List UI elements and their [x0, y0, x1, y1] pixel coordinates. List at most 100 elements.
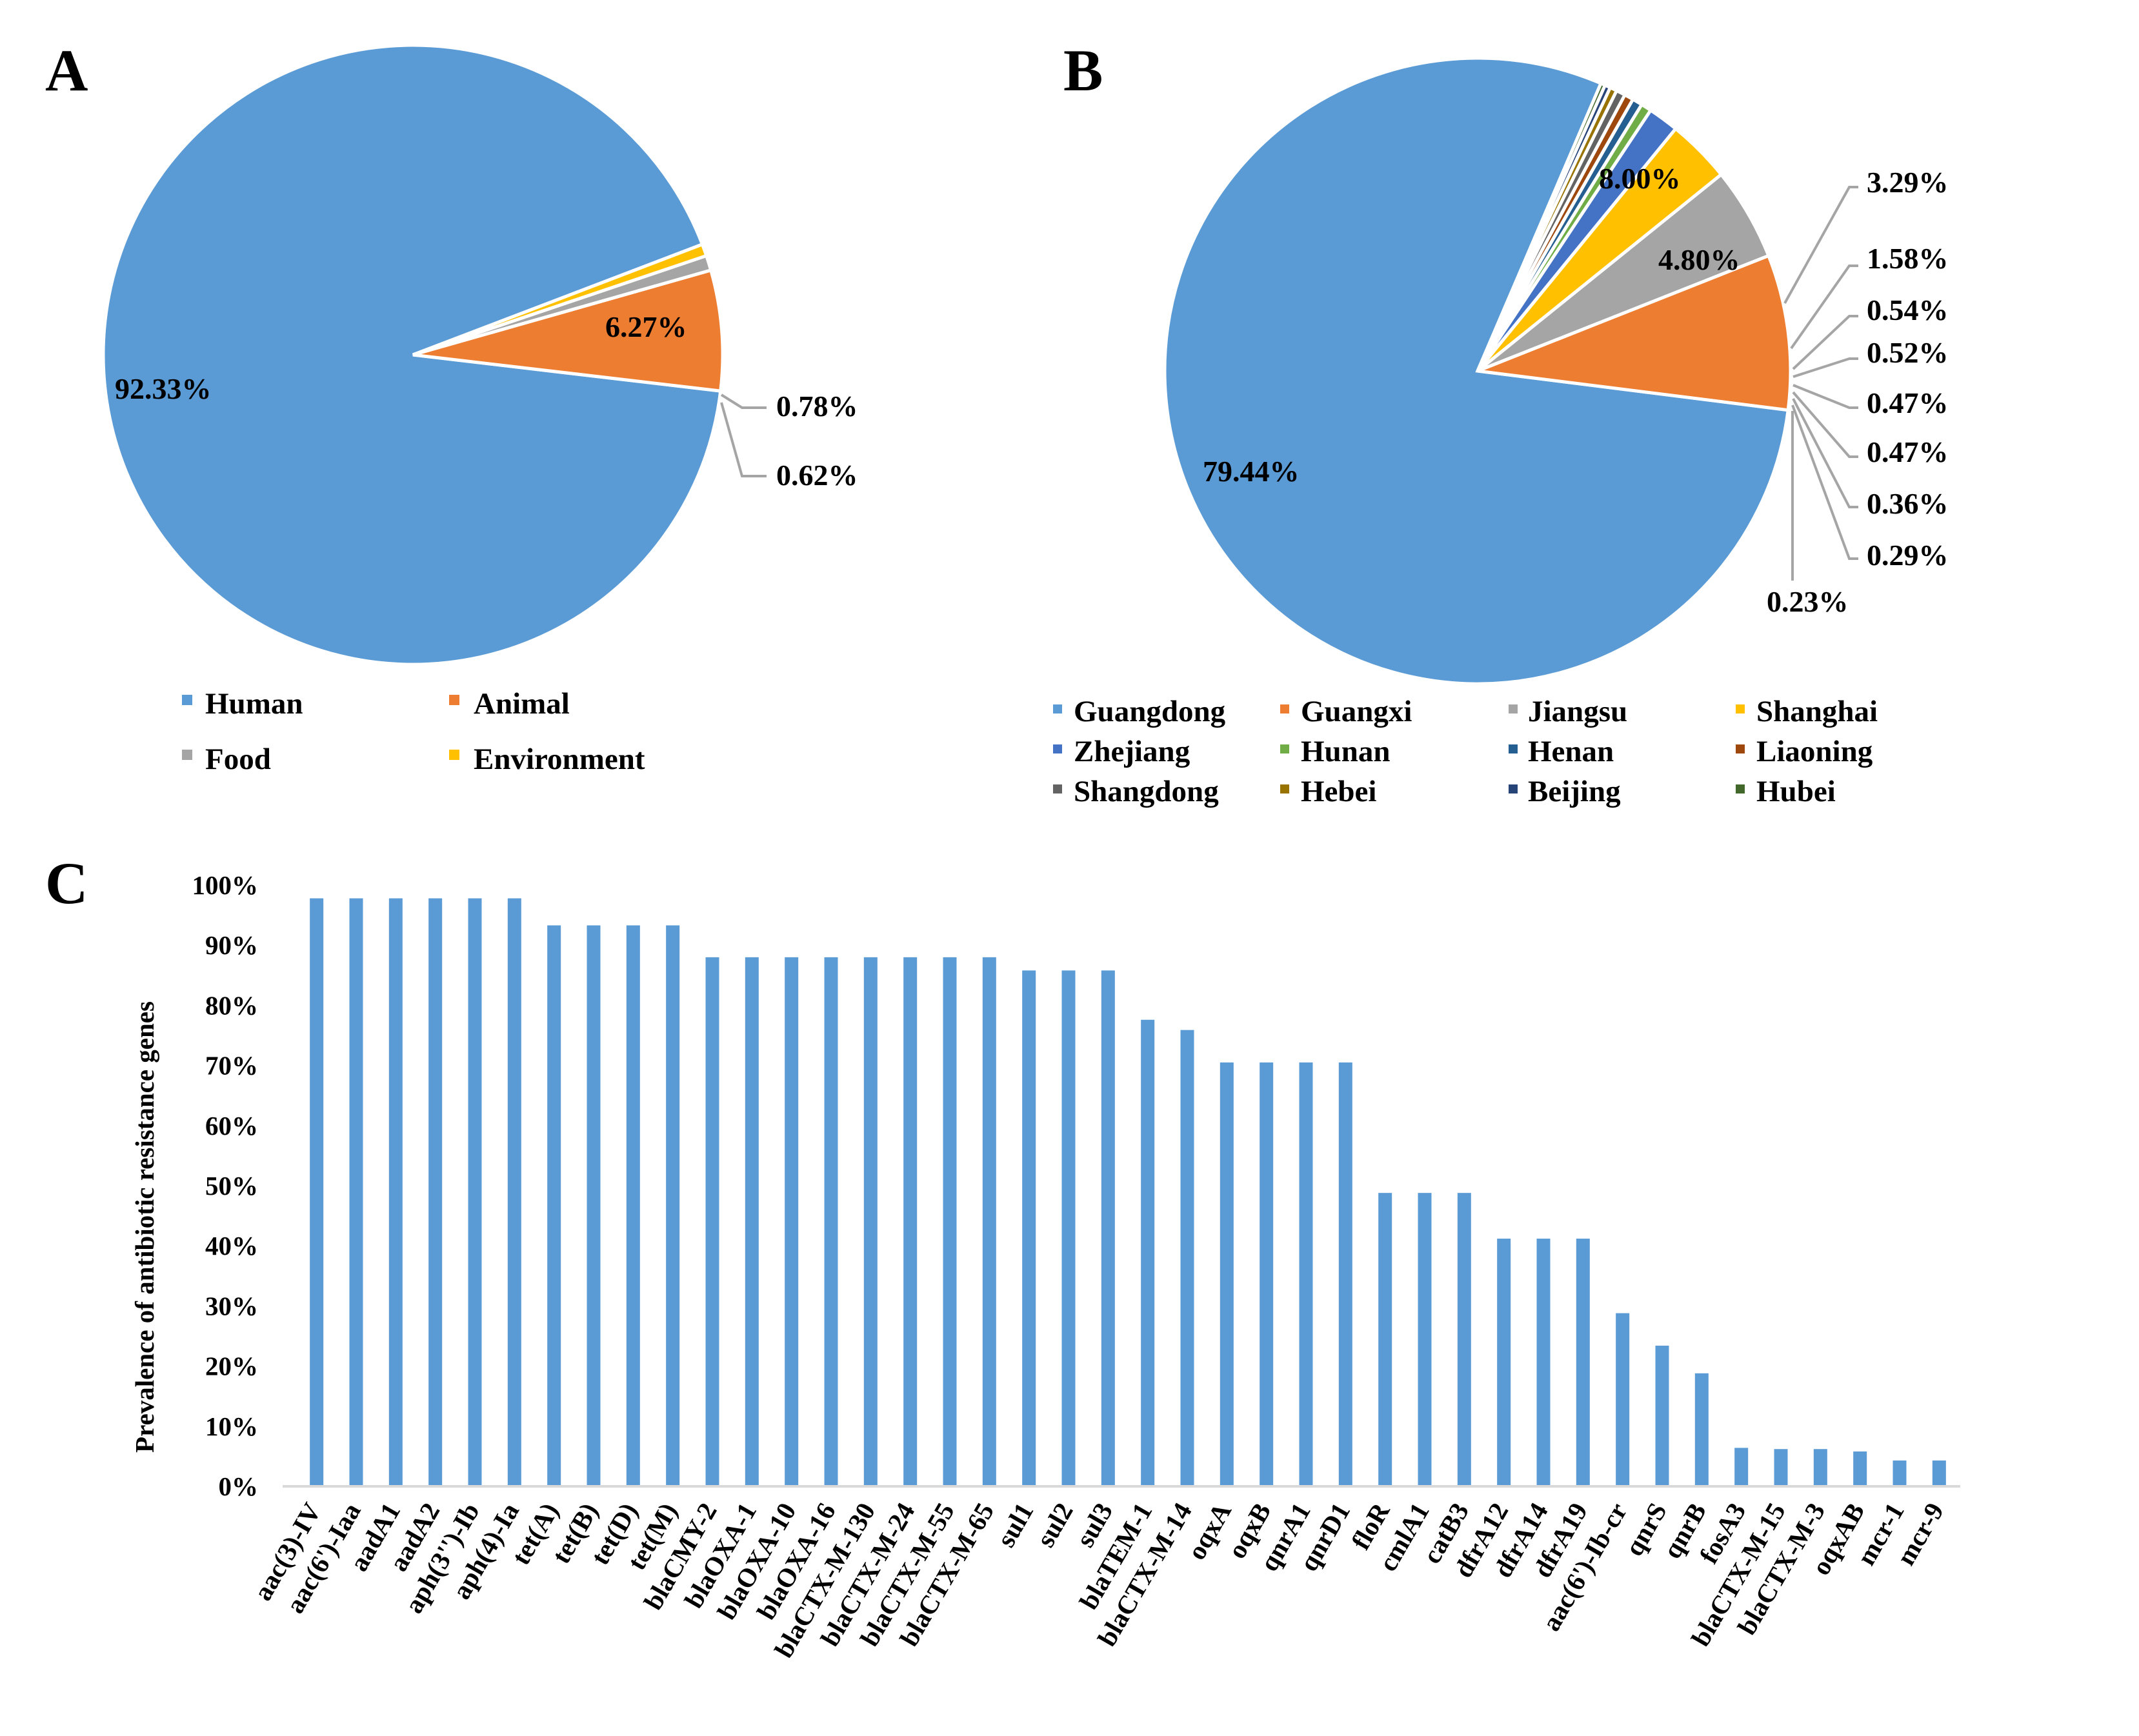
bar-aac-6-iaa: [349, 898, 363, 1486]
bars: [310, 898, 1946, 1486]
bar-blactx-m-14: [1180, 1030, 1194, 1486]
bar-dfra12: [1497, 1239, 1511, 1486]
pie-b-leader-lines: [1783, 186, 1858, 581]
pie-chart-b: 79.44% 8.00% 4.80% 3.29% 1.58% 0.54% 0.5…: [1053, 56, 1949, 808]
pie-b-slice-hubei: [1476, 81, 1607, 372]
legend-marker-shanghai: [1736, 704, 1745, 713]
pie-a-slice-animal: [412, 268, 725, 393]
pie-a-label-environment: 0.62%: [776, 459, 858, 492]
pie-b-label-jiangsu: 4.80%: [1658, 243, 1740, 276]
leader-line-environment: [720, 402, 767, 477]
bar-blactx-m-65: [982, 957, 996, 1486]
pie-a-label-animal: 6.27%: [605, 310, 687, 343]
legend-label-hubei: Hubei: [1756, 775, 1836, 808]
legend-marker-zhejiang: [1053, 744, 1062, 753]
bar-blactx-m-55: [943, 957, 957, 1486]
leader-line-henan: [1793, 357, 1858, 378]
bar-dfra14: [1536, 1239, 1551, 1486]
legend-label-human: Human: [205, 687, 303, 721]
bar-qnrb: [1694, 1373, 1709, 1486]
leader-line-zhejiang: [1790, 264, 1858, 350]
y-tick-label: 0%: [219, 1472, 259, 1501]
legend-label-beijing: Beijing: [1528, 775, 1621, 808]
legend-marker-hunan: [1280, 744, 1289, 753]
legend-marker-beijing: [1509, 784, 1518, 793]
legend-marker-henan: [1509, 744, 1518, 753]
bar-mcr-9: [1932, 1460, 1946, 1486]
y-axis-title: Prevalence of antibiotic resistance gene…: [130, 1001, 159, 1453]
legend-label-food: Food: [205, 743, 271, 776]
pie-b-slices: [1163, 56, 1793, 686]
y-axis-ticks: 0% 10% 20% 30% 40% 50% 60% 70% 80% 90% 100%: [192, 870, 259, 1501]
bar-blatem-1: [1141, 1019, 1155, 1486]
legend-marker-food: [182, 750, 192, 760]
pie-a-label-food: 0.78%: [776, 390, 858, 423]
bar-blactx-m-15: [1774, 1449, 1788, 1486]
bar-qnra1: [1299, 1062, 1313, 1486]
pie-a-legend: Human Animal Food Environment: [182, 687, 645, 776]
bar-fosa3: [1734, 1448, 1749, 1486]
pie-b-legend: Guangdong Guangxi Jiangsu Shanghai Zheji…: [1053, 695, 1878, 808]
bar-oqxa: [1220, 1062, 1234, 1486]
leader-line-shanghai: [1783, 186, 1858, 304]
y-tick-label: 40%: [205, 1231, 258, 1261]
y-tick-label: 100%: [192, 870, 259, 900]
pie-b-slice-guangdong: [1163, 56, 1790, 686]
bar-tet-d: [626, 925, 640, 1486]
pie-b-label-shangdong: 0.47%: [1867, 435, 1949, 468]
bar-qnrd1: [1338, 1062, 1352, 1486]
legend-label-henan: Henan: [1528, 735, 1614, 768]
bar-oqxb: [1260, 1062, 1274, 1486]
legend-marker-animal: [449, 695, 459, 705]
bar-oqxab: [1853, 1451, 1867, 1486]
y-tick-label: 20%: [205, 1352, 258, 1381]
legend-label-shanghai: Shanghai: [1756, 695, 1878, 728]
panel-letter-b: B: [1063, 37, 1103, 103]
pie-a-leader-lines: [720, 394, 767, 477]
legend-label-hebei: Hebei: [1301, 775, 1376, 808]
legend-marker-guangdong: [1053, 704, 1062, 713]
y-tick-label: 30%: [205, 1291, 258, 1321]
pie-b-label-hubei: 0.23%: [1767, 585, 1849, 618]
bar-sul3: [1101, 970, 1115, 1486]
pie-a-label-human: 92.33%: [115, 372, 212, 405]
bar-chart-c: Prevalence of antibiotic resistance gene…: [130, 870, 1960, 1662]
bar-dfra19: [1576, 1239, 1590, 1486]
bar-aada1: [388, 898, 403, 1486]
pie-b-slice-guangxi: [1477, 254, 1793, 412]
pie-a-slice-human: [101, 43, 723, 666]
bar-qnrs: [1655, 1345, 1669, 1486]
bar-tet-a: [547, 925, 561, 1486]
bar-tet-b: [587, 925, 601, 1486]
bar-aph-4-ia: [507, 898, 521, 1486]
bar-blaoxa-10: [785, 957, 799, 1486]
bar-aac-6-ib-cr: [1616, 1313, 1630, 1486]
bar-blactx-m-24: [903, 957, 918, 1486]
leader-line-beijing: [1791, 404, 1858, 560]
pie-b-label-hunan: 0.54%: [1867, 294, 1949, 326]
pie-b-label-guangxi: 8.00%: [1599, 162, 1681, 195]
legend-label-hunan: Hunan: [1301, 735, 1390, 768]
bar-cmla1: [1418, 1193, 1432, 1486]
legend-marker-hebei: [1280, 784, 1289, 793]
pie-b-label-liaoning: 0.47%: [1867, 386, 1949, 419]
legend-marker-hubei: [1736, 784, 1745, 793]
panel-letter-c: C: [45, 850, 88, 916]
bar-aph-3-ib: [468, 898, 482, 1486]
legend-label-liaoning: Liaoning: [1756, 735, 1873, 768]
bar-mcr-1: [1893, 1460, 1907, 1486]
y-tick-label: 90%: [205, 930, 258, 960]
legend-label-guangxi: Guangxi: [1301, 695, 1412, 728]
legend-label-guangdong: Guangdong: [1074, 695, 1226, 728]
legend-label-environment: Environment: [474, 743, 645, 776]
leader-line-hunan: [1792, 315, 1858, 370]
legend-label-animal: Animal: [474, 687, 570, 721]
leader-line-liaoning: [1793, 384, 1858, 409]
legend-label-shangdong: Shangdong: [1074, 775, 1219, 808]
pie-b-label-beijing: 0.29%: [1867, 539, 1949, 572]
pie-chart-a: 92.33% 6.27% 0.78% 0.62% Human Animal Fo…: [101, 43, 858, 776]
bar-blaoxa-16: [824, 957, 838, 1486]
leader-line-food: [720, 394, 767, 409]
bar-aac-3-iv: [310, 898, 324, 1486]
leader-line-hebei: [1792, 398, 1858, 508]
